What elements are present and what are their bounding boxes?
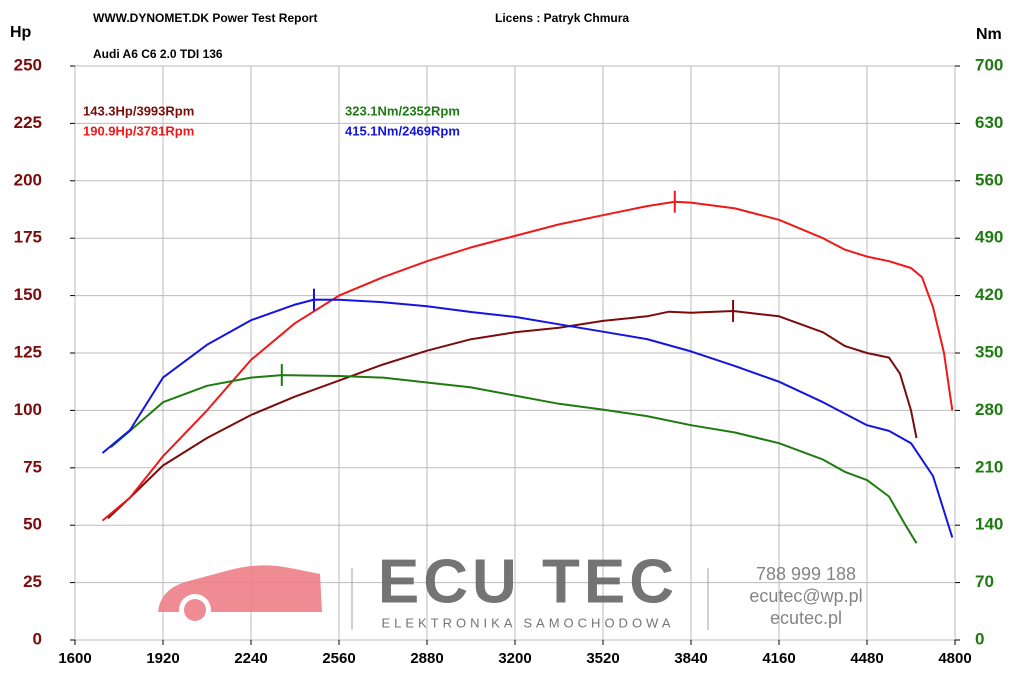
logo-wheel [184, 599, 206, 621]
logo-email: ecutec@wp.pl [749, 586, 862, 606]
y-tick-label: 175 [14, 228, 42, 247]
y2-tick-label: 210 [975, 457, 1003, 476]
curve [107, 310, 918, 520]
y2-tick-label: 350 [975, 342, 1003, 361]
y-tick-label: 125 [14, 342, 42, 361]
y2-tick-label: 560 [975, 170, 1003, 189]
x-tick-label: 3200 [498, 650, 531, 667]
logo-title: ECU TEC [378, 547, 678, 616]
y-tick-label: 25 [23, 572, 42, 591]
x-tick-label: 1600 [58, 650, 91, 667]
curve [101, 200, 954, 522]
logo: ECU TEC ELEKTRONIKA SAMOCHODOWA 788 999 … [158, 547, 863, 630]
x-tick-label: 1920 [146, 650, 179, 667]
y2-tick-label: 630 [975, 113, 1003, 132]
y-tick-label: 100 [14, 400, 42, 419]
logo-website: ecutec.pl [770, 608, 842, 628]
y2-tick-label: 0 [975, 629, 984, 648]
vehicle: Audi A6 C6 2.0 TDI 136 [93, 47, 223, 61]
y2-tick-label: 280 [975, 400, 1003, 419]
peak-annotation: 190.9Hp/3781Rpm [83, 123, 194, 138]
license: Licens : Patryk Chmura [495, 11, 629, 25]
x-tick-label: 3840 [674, 650, 707, 667]
logo-phone: 788 999 188 [756, 564, 856, 584]
y-tick-label: 75 [23, 457, 42, 476]
curve [101, 298, 954, 538]
curve [110, 374, 918, 544]
y2-tick-label: 700 [975, 55, 1003, 74]
y-tick-label: 225 [14, 113, 42, 132]
y-axis-label: Hp [10, 24, 32, 41]
y-tick-label: 250 [14, 55, 42, 74]
peak-annotation: 143.3Hp/3993Rpm [83, 103, 194, 118]
x-tick-label: 3520 [586, 650, 619, 667]
x-tick-label: 4800 [938, 650, 971, 667]
logo-subtitle: ELEKTRONIKA SAMOCHODOWA [381, 615, 674, 630]
y2-tick-label: 70 [975, 572, 994, 591]
y-tick-label: 150 [14, 285, 42, 304]
x-tick-label: 2240 [234, 650, 267, 667]
x-tick-label: 4160 [762, 650, 795, 667]
report-title: WWW.DYNOMET.DK Power Test Report [93, 11, 317, 25]
y2-tick-label: 140 [975, 515, 1003, 534]
y-tick-label: 0 [33, 629, 42, 648]
x-tick-label: 2880 [410, 650, 443, 667]
peak-annotation: 415.1Nm/2469Rpm [345, 123, 460, 138]
y2-tick-label: 490 [975, 228, 1003, 247]
x-tick-label: 4480 [850, 650, 883, 667]
y-tick-label: 200 [14, 170, 42, 189]
y2-tick-label: 420 [975, 285, 1003, 304]
x-tick-label: 2560 [322, 650, 355, 667]
y2-axis-label: Nm [976, 26, 1002, 43]
y-tick-label: 50 [23, 515, 42, 534]
peak-annotation: 323.1Nm/2352Rpm [345, 103, 460, 118]
